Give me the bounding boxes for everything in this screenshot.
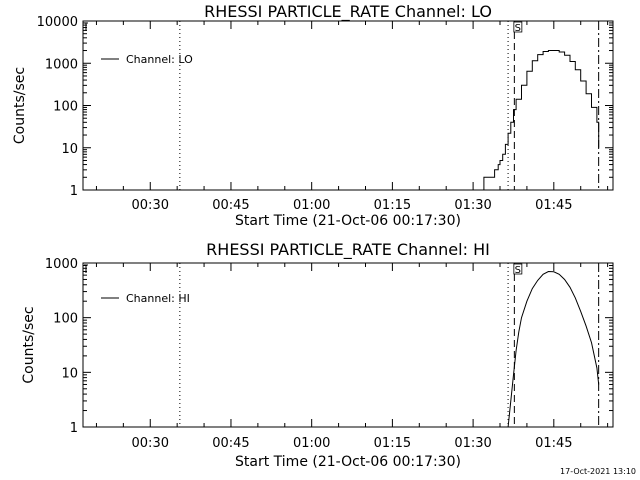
x-tick-label: 01:45: [535, 436, 572, 451]
series-line: [478, 50, 600, 191]
plot-frame: [82, 262, 614, 428]
flag-box: [513, 263, 523, 275]
x-tick-label: 01:45: [535, 198, 572, 213]
flag-label: S: [515, 265, 521, 276]
x-tick-label: 00:30: [132, 436, 169, 451]
x-tick-label: 01:30: [454, 436, 491, 451]
y-tick-label: 1: [70, 421, 78, 436]
corner-mark: [84, 264, 88, 273]
y-tick-label: 1: [70, 184, 78, 199]
corner-mark: [84, 22, 88, 31]
x-axis-label: Start Time (21-Oct-06 00:17:30): [235, 454, 461, 470]
chart-title: RHESSI PARTICLE_RATE Channel: HI: [206, 240, 490, 260]
x-tick-label: 01:00: [293, 436, 330, 451]
x-tick-label: 01:15: [374, 436, 411, 451]
flag-label: S: [515, 23, 521, 34]
y-tick-label: 10: [61, 366, 78, 381]
y-tick-label: 100: [53, 312, 78, 327]
y-tick-label: 1000: [45, 257, 78, 272]
y-tick-label: 10000: [37, 15, 78, 30]
y-tick-label: 100: [53, 100, 78, 115]
x-tick-label: 01:15: [374, 198, 411, 213]
chart-title: RHESSI PARTICLE_RATE Channel: LO: [204, 2, 492, 22]
plot-frame: [82, 20, 614, 191]
x-tick-label: 00:30: [132, 198, 169, 213]
legend-label: Channel: HI: [126, 292, 190, 305]
x-tick-label: 01:00: [293, 198, 330, 213]
x-axis-label: Start Time (21-Oct-06 00:17:30): [235, 213, 461, 229]
y-tick-label: 10: [61, 142, 78, 157]
x-tick-label: 00:45: [212, 198, 249, 213]
x-tick-label: 00:45: [212, 436, 249, 451]
y-tick-label: 1000: [45, 57, 78, 72]
y-axis-label: Counts/sec: [12, 67, 28, 144]
x-tick-label: 01:30: [454, 198, 491, 213]
legend-label: Channel: LO: [126, 53, 193, 66]
y-axis-label: Counts/sec: [21, 306, 37, 383]
series-line: [507, 270, 600, 428]
flag-box: [513, 21, 523, 33]
footer-timestamp: 17-Oct-2021 13:10: [560, 467, 636, 476]
